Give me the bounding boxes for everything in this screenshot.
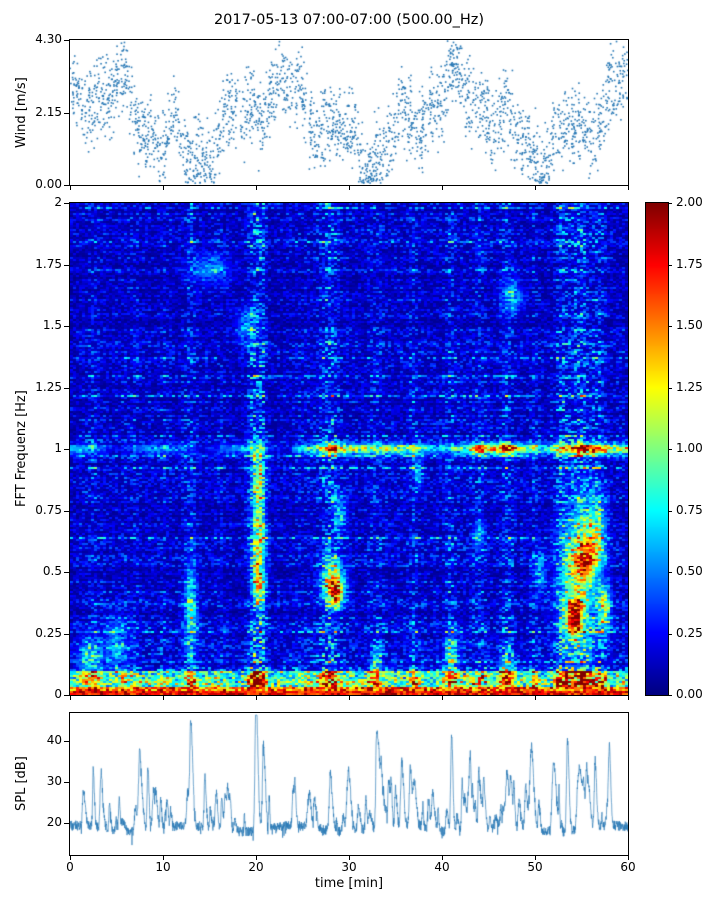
tick-mark <box>64 113 69 114</box>
tick-mark <box>64 326 69 327</box>
tick-label: 0.50 <box>676 564 703 578</box>
x-axis-label: time [min] <box>314 876 384 891</box>
spectrogram-heatmap <box>69 202 629 696</box>
tick-mark <box>535 186 536 190</box>
tick-label: 0.00 <box>35 177 62 191</box>
tick-label: 60 <box>620 860 636 874</box>
tick-mark <box>64 265 69 266</box>
tick-mark <box>163 696 164 700</box>
tick-label: 2.15 <box>35 105 62 119</box>
tick-mark <box>668 695 672 696</box>
spl-line-plot <box>69 712 629 856</box>
tick-mark <box>668 326 672 327</box>
tick-mark <box>163 186 164 190</box>
tick-label: 1.25 <box>35 380 62 394</box>
tick-mark <box>256 856 257 860</box>
tick-mark <box>256 696 257 700</box>
tick-mark <box>256 186 257 190</box>
tick-mark <box>70 186 71 190</box>
tick-label: 2 <box>54 195 62 209</box>
tick-mark <box>535 856 536 860</box>
figure-title: 2017-05-13 07:00-07:00 (500.00_Hz) <box>213 12 485 28</box>
colorbar <box>645 202 669 696</box>
tick-label: 50 <box>527 860 543 874</box>
tick-mark <box>628 856 629 860</box>
tick-label: 0.25 <box>35 626 62 640</box>
tick-label: 1.50 <box>676 318 703 332</box>
tick-label: 30 <box>46 774 62 788</box>
tick-mark <box>535 696 536 700</box>
tick-mark <box>64 511 69 512</box>
tick-label: 0.75 <box>676 503 703 517</box>
tick-label: 0.5 <box>42 564 62 578</box>
tick-label: 0.25 <box>676 626 703 640</box>
tick-label: 1.75 <box>35 257 62 271</box>
tick-label: 1.75 <box>676 257 703 271</box>
tick-label: 0.00 <box>676 687 703 701</box>
tick-label: 30 <box>341 860 357 874</box>
tick-label: 40 <box>46 733 62 747</box>
tick-mark <box>64 40 69 41</box>
tick-mark <box>668 203 672 204</box>
tick-label: 1 <box>54 441 62 455</box>
tick-label: 20 <box>46 815 62 829</box>
tick-mark <box>668 634 672 635</box>
tick-mark <box>668 388 672 389</box>
tick-mark <box>64 741 69 742</box>
tick-mark <box>349 856 350 860</box>
wind-scatter-plot <box>69 39 629 186</box>
tick-label: 20 <box>248 860 264 874</box>
tick-label: 40 <box>434 860 450 874</box>
tick-label: 1.00 <box>676 441 703 455</box>
tick-mark <box>628 186 629 190</box>
tick-mark <box>349 186 350 190</box>
tick-label: 0.75 <box>35 503 62 517</box>
tick-mark <box>64 388 69 389</box>
tick-mark <box>64 695 69 696</box>
tick-mark <box>442 186 443 190</box>
tick-mark <box>442 696 443 700</box>
tick-mark <box>64 185 69 186</box>
tick-label: 1.25 <box>676 380 703 394</box>
tick-mark <box>64 572 69 573</box>
tick-mark <box>70 856 71 860</box>
tick-mark <box>628 696 629 700</box>
tick-mark <box>64 634 69 635</box>
tick-mark <box>64 782 69 783</box>
tick-mark <box>64 823 69 824</box>
tick-mark <box>163 856 164 860</box>
tick-label: 10 <box>155 860 171 874</box>
tick-label: 0 <box>66 860 74 874</box>
tick-mark <box>349 696 350 700</box>
tick-mark <box>70 696 71 700</box>
tick-label: 0 <box>54 687 62 701</box>
tick-label: 2.00 <box>676 195 703 209</box>
tick-mark <box>668 449 672 450</box>
tick-mark <box>668 511 672 512</box>
tick-label: 4.30 <box>35 32 62 46</box>
tick-mark <box>64 449 69 450</box>
tick-mark <box>64 203 69 204</box>
tick-mark <box>442 856 443 860</box>
tick-mark <box>668 265 672 266</box>
tick-mark <box>668 572 672 573</box>
tick-label: 1.5 <box>42 318 62 332</box>
